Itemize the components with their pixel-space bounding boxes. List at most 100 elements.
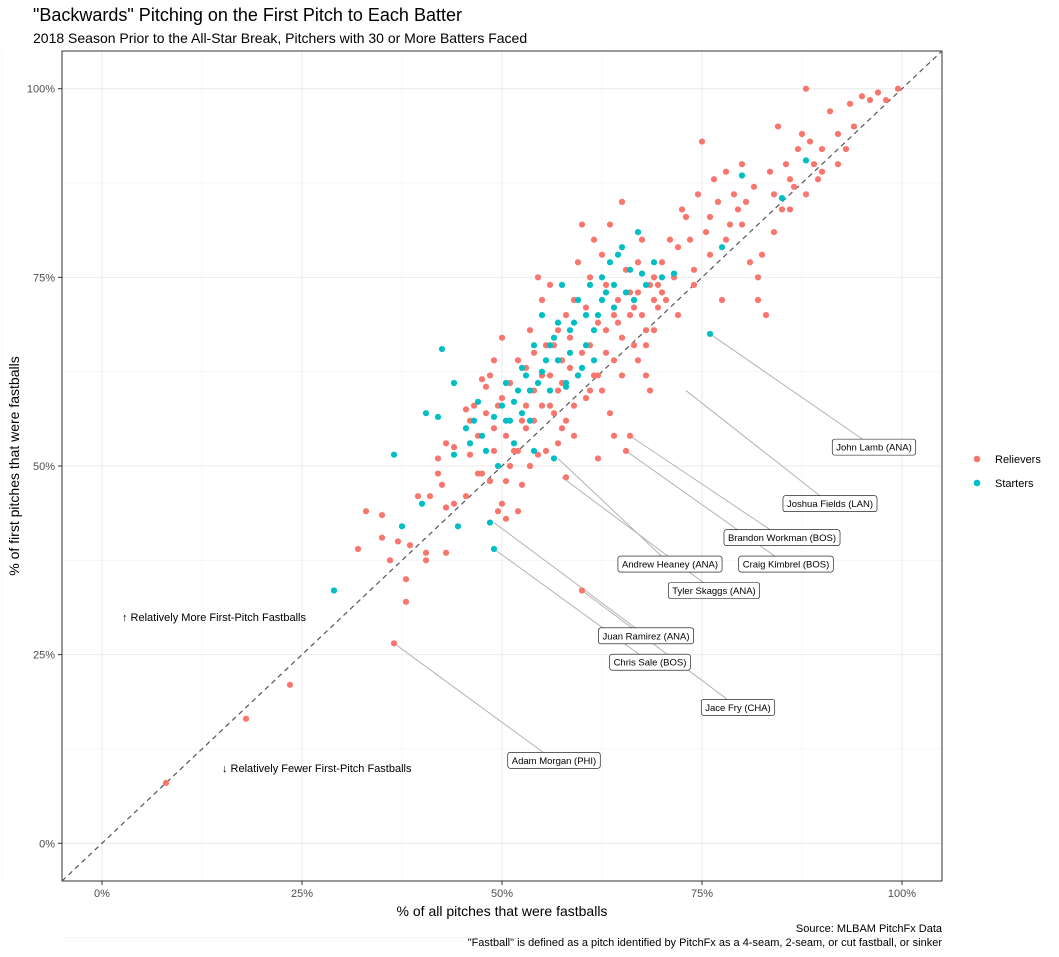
data-point [554,357,562,364]
y-tick-label: 100% [27,84,55,96]
data-point [610,281,618,289]
data-point [546,281,554,289]
data-point [778,206,786,213]
data-point [162,779,170,787]
data-point [586,281,594,289]
data-point [518,481,526,488]
data-point [514,447,522,455]
data-point [450,500,458,507]
point-label: Juan Ramirez (ANA) [598,627,694,645]
data-point [482,447,490,455]
data-point [502,477,510,485]
data-point [362,508,370,515]
point-label: Andrew Heaney (ANA) [617,555,723,573]
data-point [894,85,902,92]
data-point [390,451,398,458]
data-point [602,327,610,334]
data-point [718,244,726,251]
data-point [694,191,702,198]
data-point [514,508,522,515]
x-axis-title: % of all pitches that were fastballs [397,903,608,919]
data-point [706,330,714,338]
data-point [654,281,662,289]
data-point [858,93,866,100]
data-point [418,500,426,507]
data-point [590,327,598,334]
data-point [466,451,474,458]
data-point [534,451,542,458]
data-point [554,327,562,334]
data-point [630,296,638,304]
data-point [650,274,658,281]
data-point [646,387,654,394]
data-point [702,228,710,236]
data-point [490,425,498,432]
data-point [622,289,630,296]
data-point [618,372,626,379]
data-point [502,432,510,439]
data-point [562,417,570,424]
data-point [578,349,586,356]
data-point [698,138,706,145]
data-point [690,266,698,273]
data-point [618,198,626,206]
data-point [818,168,826,175]
data-point [542,357,550,364]
data-point [490,413,498,421]
data-point [546,342,554,349]
data-point [626,311,634,319]
data-point [602,281,610,289]
data-point [614,319,622,326]
data-point [778,195,786,202]
data-point [706,251,714,258]
data-point [722,168,730,175]
data-point [754,296,762,304]
data-point [550,334,558,341]
data-point [650,327,658,334]
data-point [562,383,570,390]
annotation-text: ↓ Relatively Fewer First-Pitch Fastballs [222,763,412,775]
data-point [330,587,338,594]
data-point [462,493,470,500]
data-point [582,394,590,402]
data-point [386,557,394,564]
data-point [682,213,690,221]
data-point [610,432,618,439]
data-point [530,447,538,455]
data-point [786,176,794,183]
data-point [462,425,470,432]
data-point [826,108,834,115]
data-point [286,681,294,688]
y-tick-label: 50% [33,461,55,473]
data-point [498,334,506,341]
data-point [630,342,638,349]
data-point [394,538,402,545]
caption-note: "Fastball" is defined as a pitch identif… [468,937,943,949]
data-point [562,474,570,481]
data-point [678,206,686,213]
data-point [494,508,502,515]
data-point [538,368,546,375]
data-point [790,183,798,190]
data-point [426,493,434,500]
data-point [818,145,826,153]
data-point [414,493,422,500]
data-point [810,161,818,168]
x-tick-label: 25% [291,888,313,900]
data-point [558,281,566,289]
data-point [506,462,514,470]
data-point [442,440,450,447]
data-point [650,259,658,266]
data-point [758,251,766,258]
data-point [726,221,734,228]
data-point [510,398,518,405]
data-point [594,455,602,462]
data-point [490,447,498,455]
data-point [738,161,746,168]
data-point [582,342,590,349]
data-point [882,96,890,104]
data-point [634,259,642,266]
data-point [578,364,586,372]
data-point [470,417,478,424]
data-point [658,289,666,296]
